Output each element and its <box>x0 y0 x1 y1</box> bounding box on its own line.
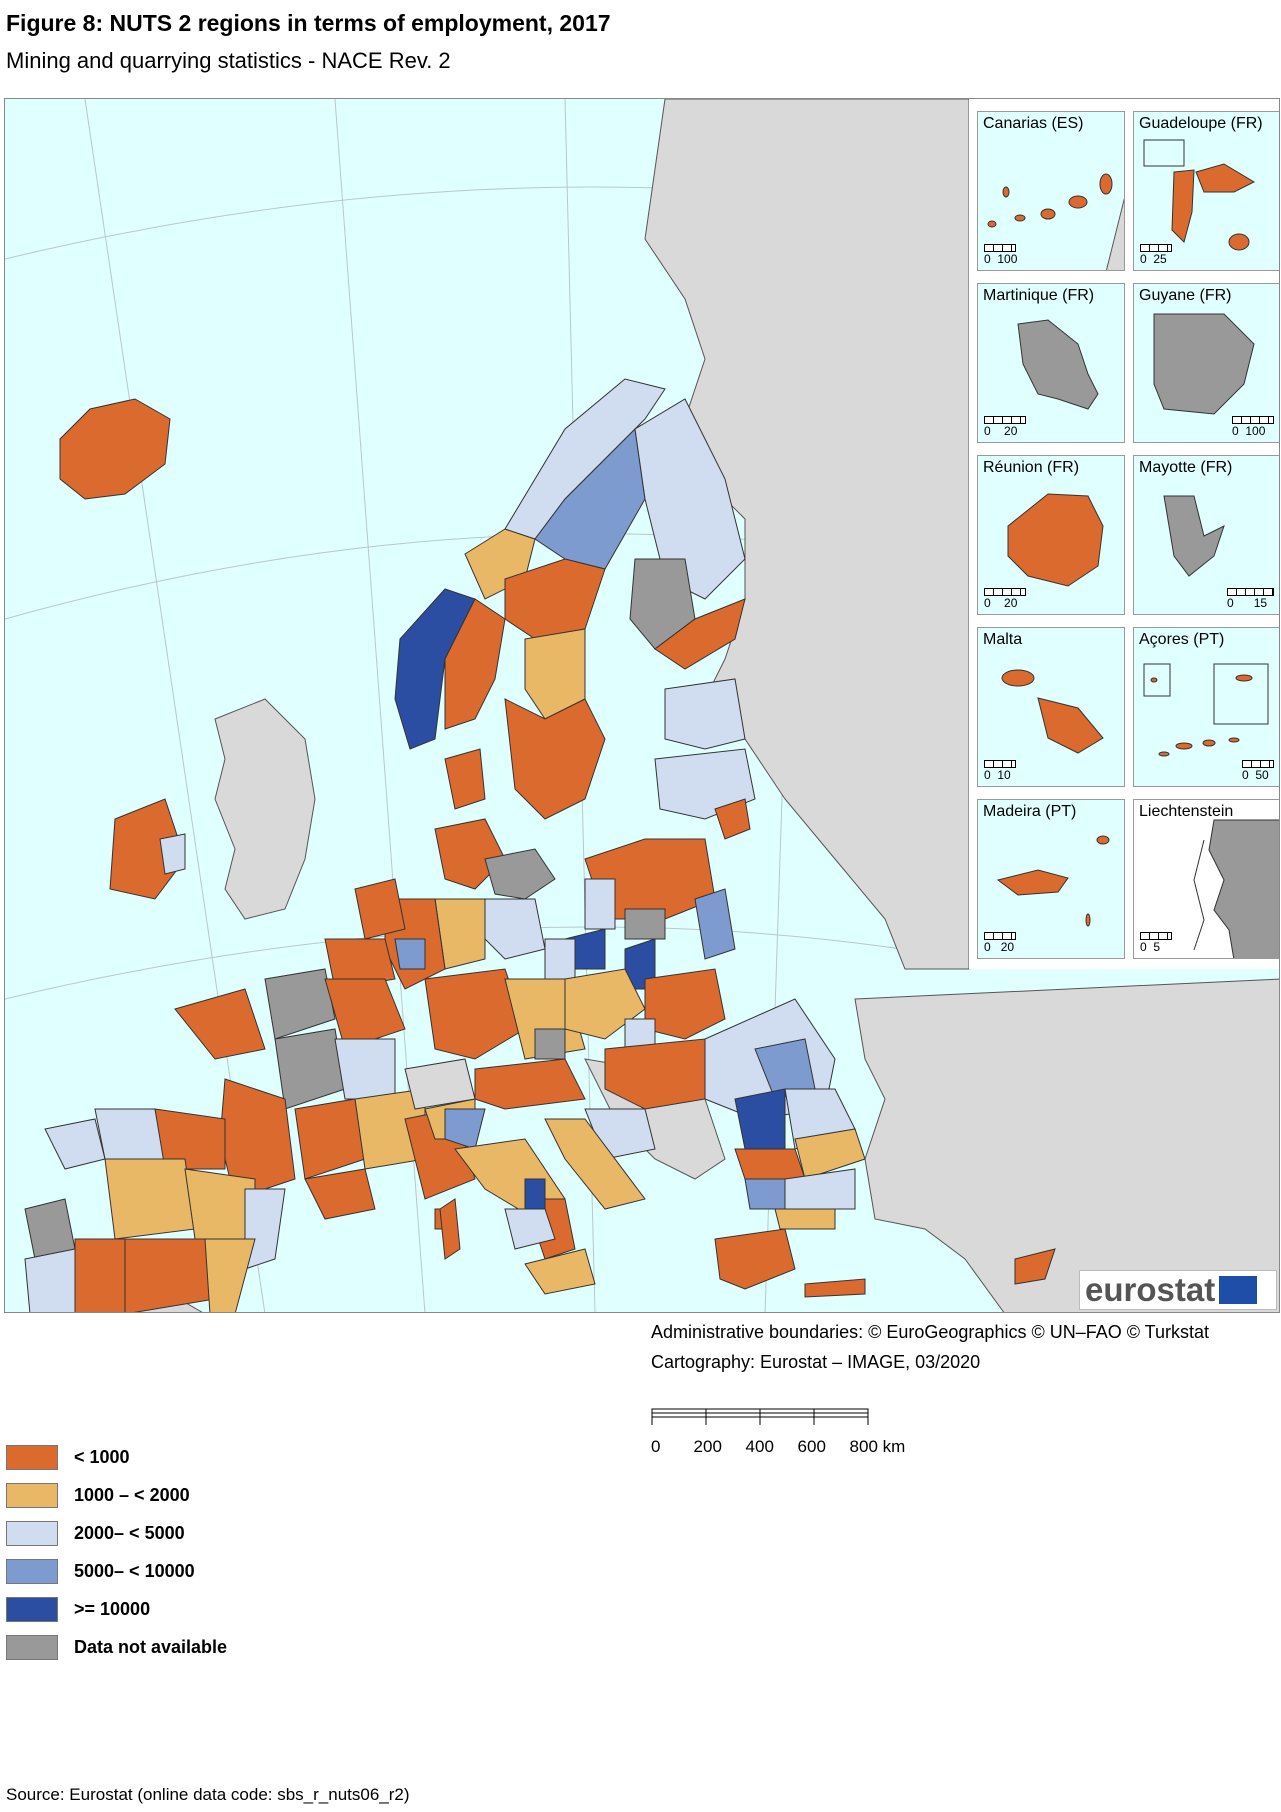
scalebar-graphic <box>651 1408 869 1425</box>
inset-scale: 0 20 <box>984 416 1026 438</box>
legend-item: 5000– < 10000 <box>6 1552 227 1590</box>
credits-cartography: Cartography: Eurostat – IMAGE, 03/2020 <box>651 1352 981 1372</box>
canarias-shape <box>987 173 1124 270</box>
liechtenstein-shape <box>1193 819 1279 958</box>
legend-label: Data not available <box>74 1636 228 1657</box>
inset-label: Canarias (ES) <box>983 115 1084 132</box>
legend-swatch <box>6 1596 58 1622</box>
scalebar: 0 200 400 600 800 km <box>651 1405 905 1456</box>
legend-swatch <box>6 1444 58 1470</box>
guyane-shape <box>1153 313 1255 415</box>
legend-label: 2000– < 5000 <box>74 1522 185 1543</box>
inset-scale: 0 100 <box>1232 416 1274 438</box>
legend-label: 1000 – < 2000 <box>74 1484 190 1505</box>
inset-madeira: Madeira (PT) 0 20 <box>977 799 1125 959</box>
inset-reunion: Réunion (FR) 0 20 <box>977 455 1125 615</box>
mayotte-shape <box>1163 495 1225 577</box>
legend-item: 2000– < 5000 <box>6 1514 227 1552</box>
map-panel: Canarias (ES) 0 100 Guadeloupe (FR) <box>4 98 1280 1313</box>
inset-scale: 0 100 <box>984 244 1017 266</box>
inset-label: Malta <box>983 631 1023 648</box>
inset-guadeloupe: Guadeloupe (FR) 0 25 <box>1133 111 1279 271</box>
inset-label: Réunion (FR) <box>983 459 1080 476</box>
figure-subtitle: Mining and quarrying statistics - NACE R… <box>6 48 451 73</box>
inset-label: Madeira (PT) <box>983 803 1077 820</box>
inset-liechtenstein: Liechtenstein 0 5 <box>1133 799 1279 959</box>
reunion-shape <box>1007 493 1104 587</box>
logo-text: eurostat <box>1085 1271 1216 1308</box>
malta-shape <box>1001 669 1104 754</box>
legend-label: >= 10000 <box>74 1598 151 1619</box>
inset-label: Martinique (FR) <box>983 287 1095 304</box>
inset-scale: 0 15 <box>1227 588 1274 610</box>
inset-scale: 0 25 <box>1140 244 1172 266</box>
legend-label: < 1000 <box>74 1446 130 1467</box>
inset-acores: Açores (PT) 0 50 <box>1133 627 1279 787</box>
inset-scale: 0 50 <box>1242 760 1274 782</box>
credits-boundaries: Administrative boundaries: © EuroGeograp… <box>651 1322 1210 1342</box>
inset-scale: 0 20 <box>984 932 1016 954</box>
scalebar-labels: 0 200 400 600 800 km <box>651 1437 906 1456</box>
legend-item: 1000 – < 2000 <box>6 1476 227 1514</box>
inset-scale: 0 20 <box>984 588 1026 610</box>
guadeloupe-shape <box>1143 139 1256 251</box>
inset-canarias: Canarias (ES) 0 100 <box>977 111 1125 271</box>
legend-item: Data not available <box>6 1628 227 1666</box>
figure-title: Figure 8: NUTS 2 regions in terms of emp… <box>6 10 611 36</box>
inset-guyane: Guyane (FR) 0 100 <box>1133 283 1279 443</box>
legend-label: 5000– < 10000 <box>74 1560 195 1581</box>
legend-swatch <box>6 1558 58 1584</box>
acores-shape <box>1143 663 1269 757</box>
inset-label: Liechtenstein <box>1139 803 1234 820</box>
inset-martinique: Martinique (FR) 0 20 <box>977 283 1125 443</box>
source-note: Source: Eurostat (online data code: sbs_… <box>6 1785 410 1804</box>
eu-flag-icon <box>1219 1276 1258 1304</box>
martinique-shape <box>1017 319 1099 410</box>
legend-item: >= 10000 <box>6 1590 227 1628</box>
inset-mayotte: Mayotte (FR) 0 15 <box>1133 455 1279 615</box>
eurostat-logo: eurostat <box>1079 1270 1277 1310</box>
inset-label: Açores (PT) <box>1139 631 1225 648</box>
inset-scale: 0 5 <box>1140 932 1172 954</box>
legend-swatch <box>6 1520 58 1546</box>
inset-malta: Malta 0 10 <box>977 627 1125 787</box>
madeira-shape <box>996 835 1110 927</box>
legend: < 1000 1000 – < 2000 2000– < 5000 5000– … <box>6 1438 227 1666</box>
inset-label: Guadeloupe (FR) <box>1139 115 1263 132</box>
inset-scale: 0 10 <box>984 760 1016 782</box>
inset-label: Mayotte (FR) <box>1139 459 1233 476</box>
legend-swatch <box>6 1634 58 1660</box>
legend-swatch <box>6 1482 58 1508</box>
legend-item: < 1000 <box>6 1438 227 1476</box>
nuts2-regions <box>24 378 1056 1312</box>
inset-label: Guyane (FR) <box>1139 287 1232 304</box>
